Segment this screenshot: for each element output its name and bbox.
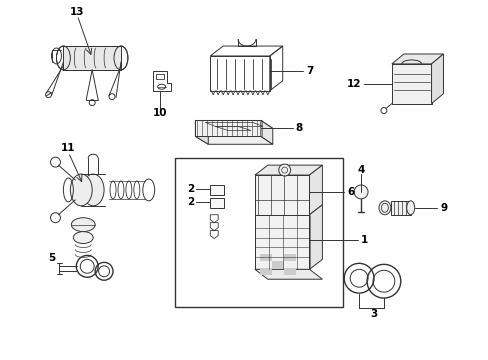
Polygon shape (260, 121, 272, 144)
Polygon shape (309, 205, 322, 269)
Bar (390, 201, 410, 215)
Bar (210, 198, 224, 208)
Bar (174, 158, 343, 307)
Polygon shape (391, 54, 443, 64)
Circle shape (278, 164, 290, 176)
Text: 13: 13 (70, 7, 84, 17)
Text: 6: 6 (346, 187, 354, 197)
Bar (259, 268, 271, 275)
Text: 7: 7 (306, 66, 313, 76)
Bar (283, 255, 295, 261)
Ellipse shape (82, 174, 104, 206)
Text: 5: 5 (48, 253, 55, 264)
Circle shape (353, 185, 367, 199)
Bar (271, 261, 283, 268)
Text: 8: 8 (295, 123, 302, 134)
Bar (63, 46, 121, 70)
Polygon shape (195, 121, 208, 144)
Bar (259, 255, 271, 261)
Polygon shape (195, 121, 260, 136)
Text: 10: 10 (152, 108, 166, 117)
Ellipse shape (71, 218, 95, 231)
Polygon shape (254, 175, 309, 215)
Text: 1: 1 (360, 234, 367, 244)
Text: 3: 3 (369, 309, 377, 319)
Text: 4: 4 (357, 165, 364, 175)
Ellipse shape (406, 201, 414, 215)
Ellipse shape (70, 174, 92, 206)
Bar (210, 185, 224, 195)
Polygon shape (391, 64, 431, 104)
Polygon shape (254, 269, 322, 279)
Ellipse shape (378, 201, 390, 215)
Polygon shape (195, 121, 272, 129)
Polygon shape (254, 215, 309, 269)
Text: 2: 2 (187, 184, 194, 194)
Text: 9: 9 (440, 203, 447, 213)
Polygon shape (195, 136, 272, 144)
Polygon shape (309, 165, 322, 215)
Text: 12: 12 (346, 79, 360, 89)
Text: 11: 11 (61, 143, 76, 153)
Bar (155, 74, 163, 79)
Ellipse shape (73, 231, 93, 243)
Text: 2: 2 (187, 197, 194, 207)
Bar (283, 268, 295, 275)
Polygon shape (254, 165, 322, 175)
Polygon shape (431, 54, 443, 104)
